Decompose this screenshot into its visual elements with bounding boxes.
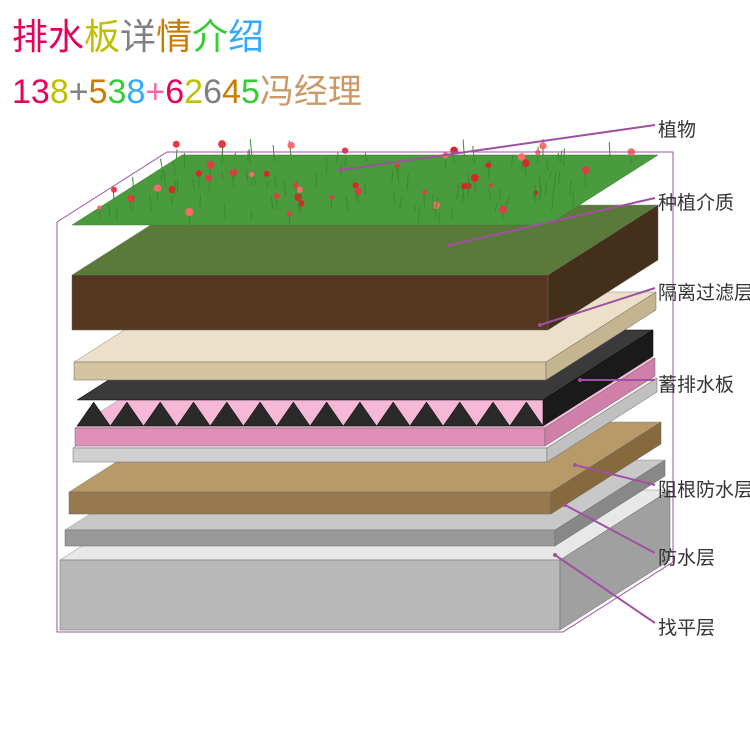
layer-label-5: 防水层 (658, 543, 715, 570)
layer-label-0: 植物 (658, 115, 696, 142)
layer-label-3: 蓄排水板 (658, 370, 734, 397)
layer-label-2: 隔离过滤层 (658, 278, 750, 305)
layer-label-1: 种植介质 (658, 188, 734, 215)
layer-label-4: 阻根防水层 (658, 475, 750, 502)
title-text: 排水板详情介绍 (12, 8, 362, 60)
phone-text: 138+538+62645冯经理 (12, 64, 362, 113)
layer-label-6: 找平层 (658, 613, 715, 640)
